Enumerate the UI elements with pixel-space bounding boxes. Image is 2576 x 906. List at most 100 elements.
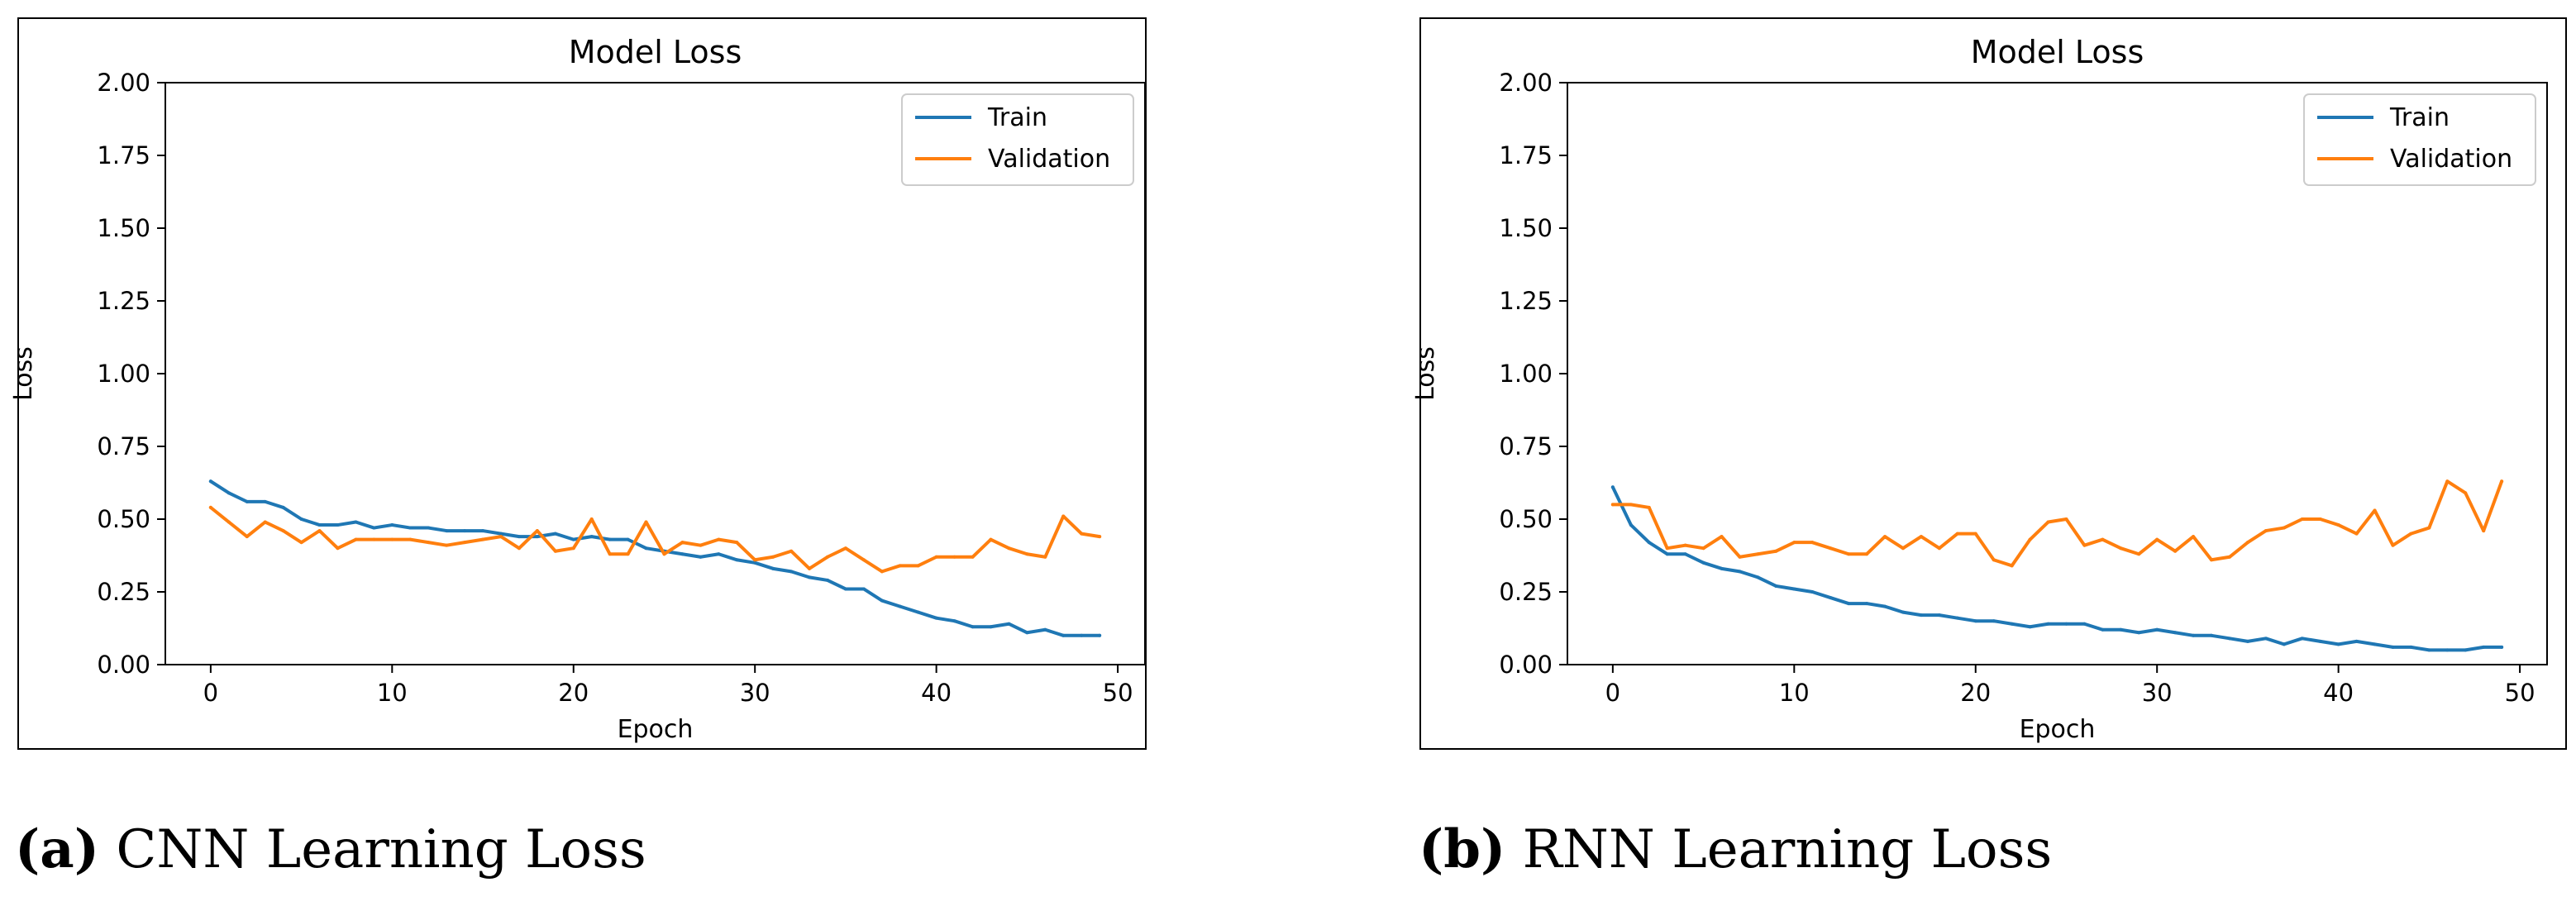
- data-point: [2155, 627, 2159, 632]
- data-point: [2137, 631, 2141, 635]
- data-point: [2264, 637, 2268, 641]
- data-point: [1901, 546, 1905, 551]
- data-point: [2300, 637, 2304, 641]
- data-point: [2137, 552, 2141, 556]
- data-point: [499, 535, 503, 539]
- data-point: [299, 541, 303, 545]
- series-line-train: [208, 479, 1102, 637]
- data-point: [2046, 520, 2050, 524]
- data-point: [227, 491, 231, 495]
- series-train: [1610, 485, 2504, 652]
- data-point: [2464, 648, 2468, 652]
- series-line-validation: [1610, 479, 2504, 568]
- data-point: [445, 543, 449, 547]
- data-point: [608, 537, 612, 541]
- legend-label-validation: Validation: [2390, 145, 2512, 174]
- x-tick-label: 0: [1605, 679, 1620, 707]
- data-point: [608, 552, 612, 556]
- data-point: [644, 546, 648, 551]
- x-tick-label: 20: [558, 679, 589, 707]
- data-point: [989, 537, 993, 541]
- data-point: [662, 552, 666, 556]
- data-point: [245, 499, 249, 503]
- y-tick-label: 0.00: [1499, 651, 1553, 679]
- data-point: [2082, 543, 2087, 547]
- y-axis-label: Loss: [1411, 346, 1440, 401]
- data-point: [535, 529, 539, 533]
- data-point: [227, 520, 231, 524]
- chart-title: Model Loss: [1971, 34, 2144, 70]
- y-tick-label: 0.25: [1499, 578, 1553, 606]
- data-point: [2354, 532, 2359, 536]
- y-tick-label: 1.50: [1499, 214, 1553, 242]
- data-point: [2409, 532, 2413, 536]
- data-point: [2500, 479, 2504, 484]
- data-point: [735, 558, 739, 562]
- data-point: [2155, 537, 2159, 541]
- data-point: [989, 625, 993, 629]
- figure-frame: [1419, 17, 2567, 750]
- data-point: [263, 520, 267, 524]
- data-point: [2210, 633, 2214, 637]
- data-point: [1992, 558, 1996, 562]
- caption-a-tag: (a): [15, 818, 100, 880]
- data-point: [2427, 648, 2431, 652]
- data-point: [916, 564, 920, 568]
- data-point: [717, 552, 721, 556]
- y-tick-label: 2.00: [1499, 69, 1553, 97]
- data-point: [463, 541, 467, 545]
- data-point: [2354, 639, 2359, 643]
- data-point: [1665, 546, 1669, 551]
- data-point: [1098, 633, 1102, 637]
- data-point: [1992, 619, 1996, 623]
- data-point: [1973, 532, 1977, 536]
- x-tick-label: 30: [2142, 679, 2173, 707]
- data-point: [2101, 537, 2105, 541]
- x-tick-label: 20: [1960, 679, 1991, 707]
- y-tick-label: 1.25: [97, 287, 150, 315]
- data-point: [1810, 541, 1815, 545]
- data-point: [245, 535, 249, 539]
- data-point: [1629, 503, 1633, 507]
- data-point: [916, 610, 920, 614]
- data-point: [281, 529, 285, 533]
- y-tick-label: 0.75: [97, 432, 150, 460]
- data-point: [934, 555, 938, 559]
- data-point: [535, 535, 539, 539]
- data-point: [2010, 564, 2014, 568]
- data-point: [1919, 535, 1923, 539]
- data-point: [1629, 523, 1633, 527]
- data-point: [517, 535, 521, 539]
- data-point: [2300, 517, 2304, 521]
- data-point: [1043, 555, 1047, 559]
- y-tick-label: 0.50: [97, 505, 150, 533]
- data-point: [2028, 625, 2032, 629]
- data-point: [2373, 642, 2377, 646]
- data-point: [1043, 627, 1047, 632]
- data-point: [789, 549, 794, 553]
- data-point: [2482, 645, 2486, 649]
- data-point: [717, 537, 721, 541]
- data-point: [2282, 526, 2286, 530]
- data-point: [2119, 627, 2123, 632]
- data-point: [952, 555, 956, 559]
- data-point: [336, 546, 340, 551]
- data-point: [2373, 508, 2377, 513]
- x-tick-label: 40: [921, 679, 952, 707]
- series-line-validation: [208, 505, 1102, 574]
- data-point: [1883, 604, 1887, 608]
- data-point: [1061, 514, 1066, 518]
- data-point: [2064, 517, 2068, 521]
- data-point: [1720, 535, 1724, 539]
- x-tick-label: 50: [2505, 679, 2535, 707]
- data-point: [789, 570, 794, 574]
- data-point: [808, 575, 812, 579]
- data-point: [2119, 546, 2123, 551]
- data-point: [517, 546, 521, 551]
- data-point: [354, 537, 358, 541]
- data-point: [771, 566, 775, 570]
- y-tick-label: 1.00: [97, 360, 150, 388]
- data-point: [1061, 633, 1066, 637]
- data-point: [408, 537, 413, 541]
- chart-panel-a: Model Loss 0.00 0.25 0.50 0.75 1.00 1.25 1.50 1.…: [9, 17, 1147, 750]
